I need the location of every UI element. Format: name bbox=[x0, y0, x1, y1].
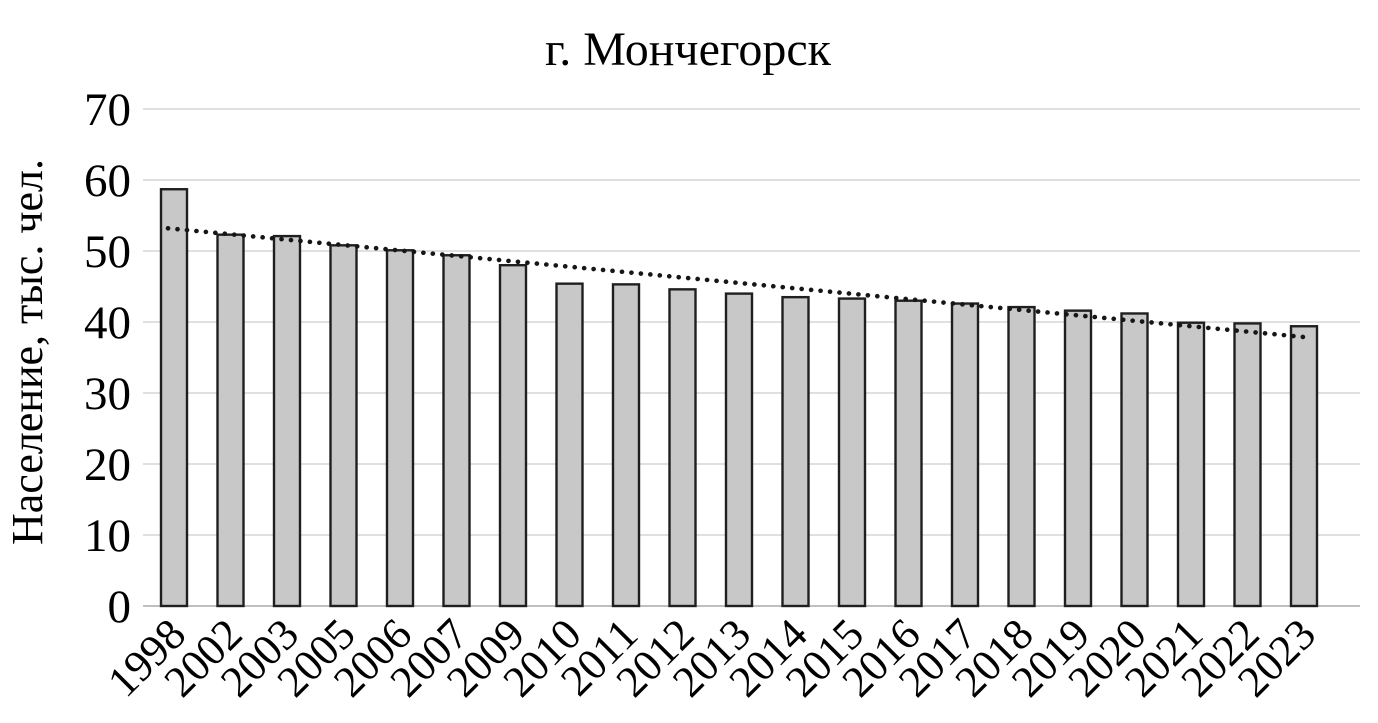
bar-2011 bbox=[611, 283, 641, 608]
y-axis-title: Население, тыс. чел. bbox=[3, 159, 52, 545]
bar-2021 bbox=[1176, 321, 1206, 608]
bar-1998 bbox=[159, 188, 189, 608]
y-axis-tick-labels: 0 10 20 30 40 50 60 70 bbox=[84, 84, 131, 633]
x-axis-tick-labels: 1998200220032005200620072009201020112012… bbox=[98, 609, 1325, 706]
bar-2015 bbox=[837, 297, 867, 608]
bar-2006 bbox=[385, 249, 415, 608]
y-tick-label-60: 60 bbox=[84, 155, 131, 207]
bar-2007 bbox=[442, 254, 471, 608]
bar-2005 bbox=[329, 244, 358, 608]
chart-title: г. Мончегорск bbox=[545, 23, 832, 76]
y-tick-label-0: 0 bbox=[108, 581, 132, 633]
bar-2013 bbox=[724, 292, 754, 608]
bar-2003 bbox=[272, 234, 302, 608]
bar-2002 bbox=[216, 233, 245, 608]
bar-2009 bbox=[498, 264, 528, 608]
trendline-group bbox=[165, 225, 1313, 340]
y-tick-label-20: 20 bbox=[84, 439, 131, 491]
bar-2017 bbox=[950, 302, 980, 608]
y-tick-label-70: 70 bbox=[84, 84, 131, 136]
bar-2012 bbox=[668, 288, 697, 608]
bar-2018 bbox=[1007, 305, 1036, 608]
bars bbox=[159, 188, 1319, 608]
y-tick-label-50: 50 bbox=[84, 226, 131, 278]
bar-2016 bbox=[894, 299, 923, 608]
bar-2020 bbox=[1120, 312, 1149, 608]
bar-2014 bbox=[781, 295, 810, 608]
bar-2023 bbox=[1289, 325, 1319, 608]
trendline bbox=[165, 225, 1313, 340]
y-tick-label-10: 10 bbox=[84, 510, 131, 562]
y-tick-label-30: 30 bbox=[84, 368, 131, 420]
bar-2022 bbox=[1233, 322, 1262, 608]
y-tick-label-40: 40 bbox=[84, 297, 131, 349]
bar-2019 bbox=[1063, 309, 1093, 608]
bar-2010 bbox=[555, 282, 584, 608]
